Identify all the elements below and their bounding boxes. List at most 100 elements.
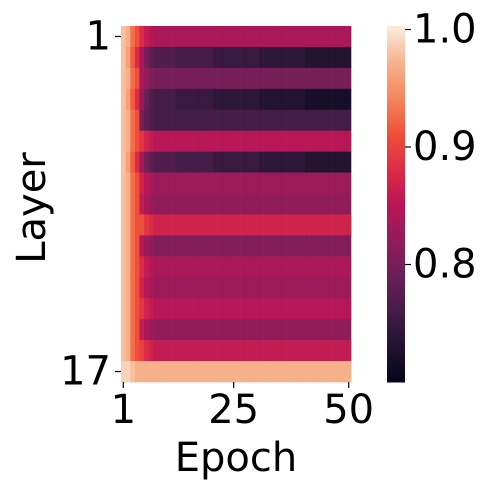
colorbar-segment	[387, 79, 405, 83]
heatmap-cell	[346, 277, 352, 299]
heatmap-cell	[236, 277, 241, 299]
heatmap-cell	[272, 235, 278, 257]
heatmap-cell	[153, 130, 159, 152]
heatmap-cell	[240, 277, 246, 299]
heatmap-cell	[194, 277, 200, 299]
heatmap-cell	[328, 277, 333, 299]
heatmap-cell	[263, 298, 269, 320]
heatmap-cell	[134, 235, 140, 257]
heatmap-cell	[157, 46, 163, 69]
heatmap-cell	[286, 88, 292, 111]
heatmap-cell	[153, 235, 159, 257]
heatmap-cell	[272, 130, 278, 152]
heatmap-cell	[194, 88, 200, 111]
heatmap-cell	[346, 130, 352, 152]
heatmap-cell	[199, 88, 205, 111]
heatmap-cell	[162, 361, 168, 383]
heatmap-cell	[337, 26, 343, 48]
heatmap-cell	[263, 256, 269, 278]
heatmap-cell	[263, 172, 269, 194]
colorbar-segment	[387, 85, 405, 89]
heatmap-cell	[236, 319, 241, 341]
colorbar-segment	[387, 298, 405, 303]
heatmap-cell	[180, 172, 186, 194]
heatmap-cell	[295, 214, 301, 236]
heatmap-cell	[341, 235, 347, 257]
heatmap-cell	[300, 172, 306, 194]
heatmap-cell	[194, 193, 200, 215]
heatmap-cell	[180, 361, 186, 383]
heatmap-cell	[162, 298, 168, 320]
x-tick-label: 1	[111, 387, 136, 433]
heatmap-cell	[203, 46, 209, 69]
heatmap-cell	[176, 67, 182, 90]
heatmap-cell	[314, 340, 320, 362]
heatmap-cell	[226, 26, 232, 48]
heatmap-cell	[125, 319, 131, 341]
colorbar-segment	[387, 115, 405, 119]
heatmap-cell	[139, 88, 145, 111]
heatmap-cell	[130, 298, 136, 320]
heatmap-cell	[259, 235, 264, 257]
colorbar-segment	[387, 204, 405, 208]
heatmap-cell	[282, 172, 287, 194]
heatmap-cell	[328, 214, 333, 236]
heatmap-cell	[300, 109, 306, 132]
heatmap-cell	[185, 130, 191, 152]
heatmap-cell	[309, 340, 315, 362]
heatmap-cell	[346, 319, 352, 341]
heatmap-cell	[309, 298, 315, 320]
heatmap-cell	[314, 298, 320, 320]
heatmap-cell	[263, 361, 269, 383]
colorbar-segment	[387, 195, 405, 199]
heatmap-cell	[328, 88, 333, 111]
heatmap-cell	[259, 46, 264, 69]
heatmap-cell	[277, 298, 283, 320]
heatmap-cell	[272, 109, 278, 132]
heatmap-cell	[282, 256, 287, 278]
colorbar-segment	[387, 263, 405, 267]
heatmap-cell	[305, 193, 310, 215]
heatmap-cell	[314, 109, 320, 132]
heatmap-cell	[157, 235, 163, 257]
heatmap-cell	[318, 214, 324, 236]
colorbar-segment	[387, 373, 405, 377]
heatmap-cell	[139, 277, 145, 299]
heatmap-cell	[259, 214, 264, 236]
heatmap-cell	[300, 361, 306, 383]
heatmap-cell	[121, 277, 126, 299]
heatmap-cell	[157, 67, 163, 90]
heatmap-cell	[157, 214, 163, 236]
heatmap-cell	[199, 235, 205, 257]
heatmap-cell	[240, 256, 246, 278]
heatmap-cell	[309, 46, 315, 69]
heatmap-cell	[217, 340, 223, 362]
heatmap-cell	[263, 67, 269, 90]
heatmap-cell	[305, 361, 310, 383]
heatmap-cell	[277, 319, 283, 341]
heatmap-cell	[162, 88, 168, 111]
heatmap-cell	[162, 26, 168, 48]
heatmap-cell	[208, 109, 214, 132]
heatmap-cell	[134, 193, 140, 215]
heatmap-cell	[157, 256, 163, 278]
heatmap-cell	[282, 88, 287, 111]
heatmap-cell	[291, 88, 297, 111]
heatmap-cell	[249, 26, 255, 48]
heatmap-cell	[245, 46, 251, 69]
heatmap-cell	[282, 26, 287, 48]
heatmap-cell	[240, 88, 246, 111]
heatmap-cell	[199, 319, 205, 341]
heatmap-cell	[259, 26, 264, 48]
heatmap-cell	[249, 277, 255, 299]
heatmap-cell	[130, 88, 136, 111]
heatmap-cell	[213, 235, 218, 257]
heatmap-cell	[157, 26, 163, 48]
heatmap-cell	[153, 151, 159, 173]
heatmap-cell	[134, 130, 140, 152]
heatmap-cell	[309, 319, 315, 341]
colorbar-segment	[387, 76, 405, 80]
heatmap-cell	[167, 88, 172, 111]
heatmap-cell	[309, 172, 315, 194]
colorbar-segment	[387, 349, 405, 353]
